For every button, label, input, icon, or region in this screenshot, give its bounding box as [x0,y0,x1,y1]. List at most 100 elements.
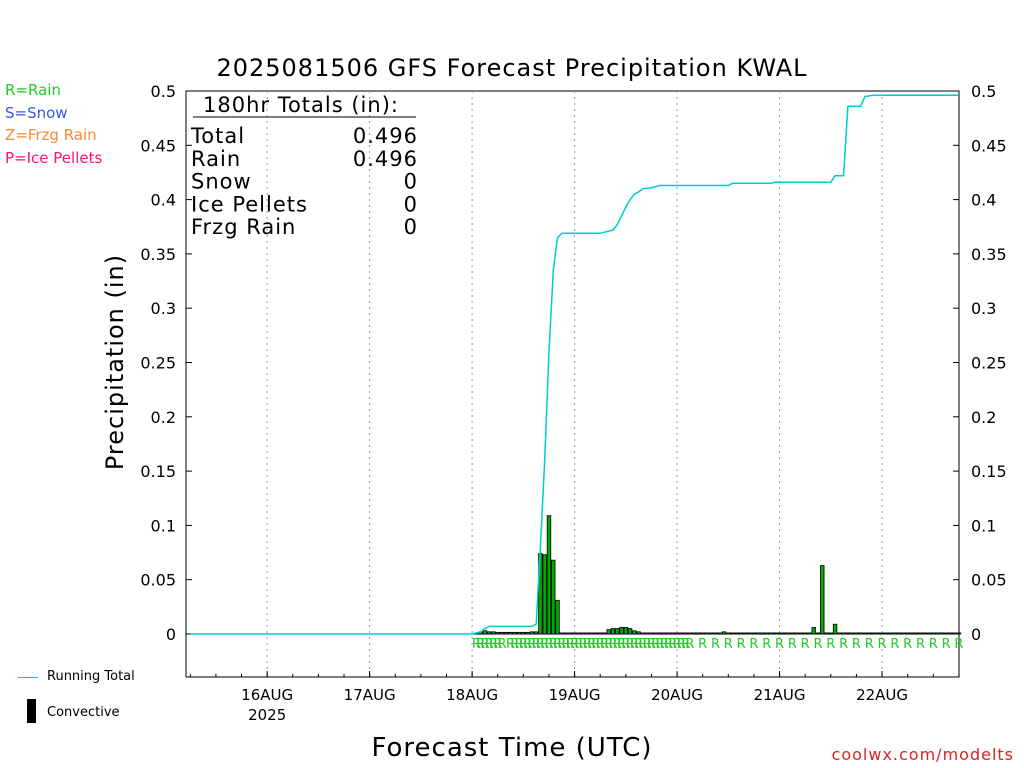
x-tick-sublabel: 2025 [248,706,286,724]
precip-bar [952,632,957,635]
precip-bar [683,632,688,635]
precip-bar [832,623,838,635]
totals-row-label: Snow [191,170,252,194]
y-tick-label-right: 0.15 [971,462,1007,481]
precip-bar [901,632,906,635]
precip-bar [747,632,752,635]
y-tick-label-left: 0.1 [151,516,176,535]
precip-bar [790,632,795,635]
precip-bar [820,565,825,635]
precip-bar [644,632,650,635]
precip-bar [785,632,791,635]
precip-bar [491,631,496,635]
chart-title: 2025081506 GFS Forecast Precipitation KW… [216,54,807,82]
precip-bar [713,632,718,635]
y-tick-label-right: 0 [971,625,981,644]
precip-type-marker: R [613,637,622,652]
precip-bar [516,631,522,635]
precip-bar [926,632,932,635]
precip-bar [909,632,915,635]
precip-bar [721,631,727,635]
precip-bar [696,632,701,635]
precip-bar [627,628,633,635]
precip-type-marker: R [609,637,618,652]
precip-bar [576,632,582,635]
precip-bar [738,632,744,635]
y-tick-label-right: 0.35 [971,245,1007,264]
x-tick-label: 21AUG [754,686,806,704]
precip-type-marker: R [655,637,664,652]
precip-type-marker: R [626,637,635,652]
precip-bar [743,632,748,635]
x-tick-label: 16AUG [241,686,293,704]
precip-bar [674,632,680,635]
precip-bar [760,632,765,635]
precip-bar [751,632,757,635]
precip-type-marker: R [506,637,515,652]
y-tick-label-right: 0.4 [971,191,996,210]
precip-bar [948,632,953,635]
precip-bar [914,632,919,635]
convective-swatch [27,699,36,723]
precip-bar [542,554,547,635]
precip-bar [884,632,889,635]
precip-bar [653,632,658,635]
y-tick-label-left: 0.35 [140,245,176,264]
precip-type-marker: R [523,637,532,652]
precip-type-marker: R [579,637,588,652]
precip-bar [939,632,945,635]
precip-bar [512,631,518,635]
precip-type-marker: R [737,637,746,652]
precip-bar [837,632,842,635]
precip-type-marker: R [724,637,733,652]
precip-type-marker: R [587,637,596,652]
x-tick-label: 20AUG [651,686,703,704]
totals-row-label: Frzg Rain [191,215,296,239]
precip-bar [756,632,761,635]
precip-type-marker: R [510,637,519,652]
y-tick-label-left: 0.4 [151,191,176,210]
precip-type-marker: R [852,637,861,652]
precip-bar [794,632,799,635]
precip-bar [824,632,829,635]
precip-bar [670,632,676,635]
totals-header: 180hr Totals (in): [203,93,399,117]
precip-type-marker: R [668,637,677,652]
precip-type-marker: R [621,637,630,652]
totals-row-value: 0.496 [353,147,418,171]
y-tick-label-right: 0.3 [971,299,996,318]
precip-bar [730,632,735,635]
precip-bar [854,632,859,635]
y-tick-label-right: 0.05 [971,571,1007,590]
precip-bar [858,632,863,635]
plot-frame [185,90,960,678]
precip-bar [726,632,731,635]
precip-type-marker: R [562,637,571,652]
precip-type-marker: R [788,637,797,652]
y-tick-label-right: 0.2 [971,408,996,427]
x-tick-label: 17AUG [344,686,396,704]
credit-link[interactable]: coolwx.com/modelts [831,745,1014,764]
precip-bar [956,632,962,635]
precip-bar [533,631,539,635]
precip-type-marker: R [574,637,583,652]
precip-bar [610,628,616,635]
precip-bar [918,632,923,635]
precip-bar [773,632,778,635]
precip-bar [499,631,505,635]
precip-type-marker: R [553,637,562,652]
precip-type-marker: R [878,637,887,652]
precip-type-marker: R [762,637,771,652]
precip-bar [849,632,855,635]
precip-type-marker: R [673,637,682,652]
y-tick-label-left: 0.15 [140,462,176,481]
precip-bar [845,632,851,635]
precip-bar [734,632,740,635]
precip-bar [619,627,624,635]
precip-type-marker: R [549,637,558,652]
y-tick-label-left: 0.05 [140,571,176,590]
precip-bar [931,632,936,635]
precip-type-marker: R [485,637,494,652]
precip-bar [896,632,902,635]
precip-bar [879,632,885,635]
